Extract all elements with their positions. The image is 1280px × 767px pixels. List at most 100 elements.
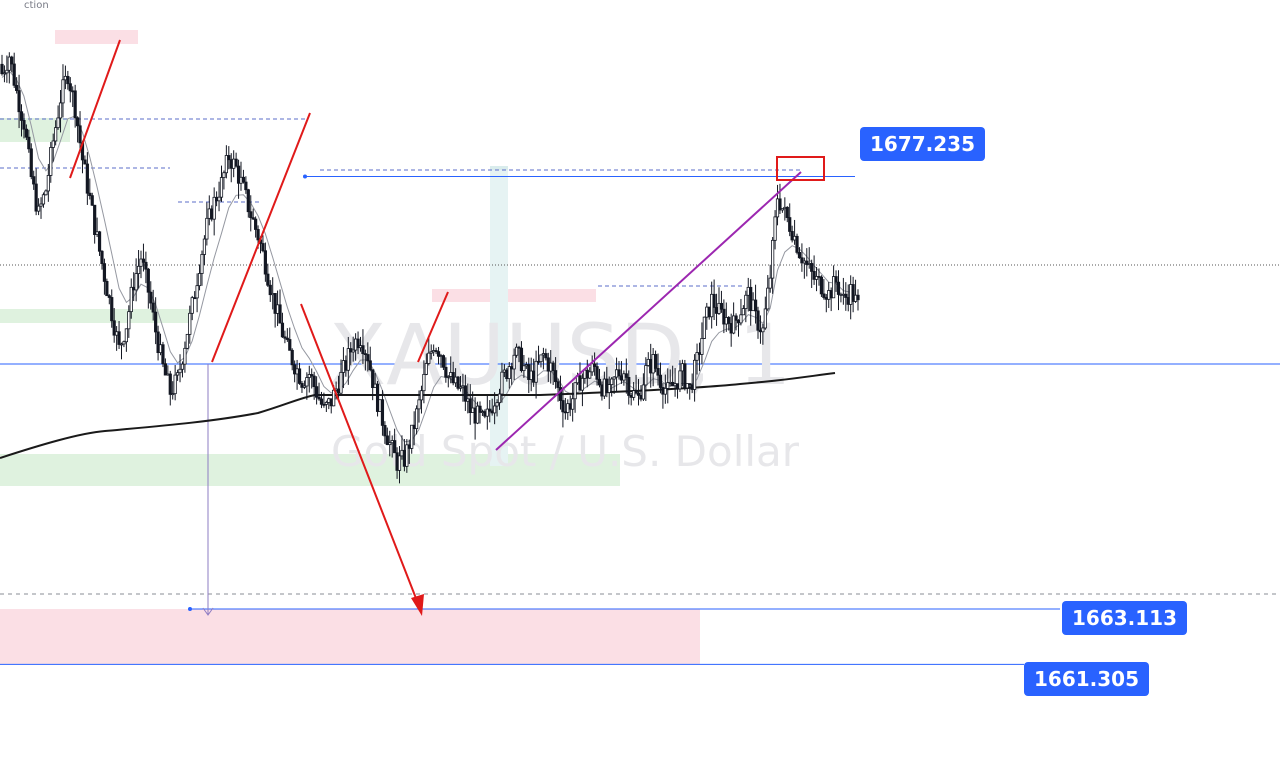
candle-body [812, 270, 816, 280]
candle-body [727, 317, 731, 324]
candle-body [183, 347, 187, 365]
candle-body [410, 424, 414, 449]
candle-body [222, 172, 226, 178]
candle-body [632, 390, 636, 398]
corner-label: ction [24, 0, 49, 11]
candle-body [78, 125, 82, 144]
candle-body [261, 243, 265, 252]
level-anchor-1677 [303, 174, 307, 179]
candle-body [324, 402, 328, 405]
candle-body [478, 405, 482, 413]
candle-body [251, 217, 255, 220]
impulse-line-1 [69, 39, 121, 179]
purple-trendline [495, 171, 802, 451]
candle-body [100, 250, 104, 265]
candle-body [422, 373, 426, 392]
level-lines-layer [0, 118, 1280, 665]
candle-body [256, 229, 260, 241]
candles-layer [0, 52, 860, 484]
candle-body [110, 297, 114, 322]
candle-body [168, 373, 172, 395]
candle-body [66, 75, 70, 85]
candle-body [280, 322, 285, 338]
price-label-1661[interactable]: 1661.305 [1024, 662, 1150, 696]
candle-body [766, 287, 770, 310]
candle-body [388, 442, 392, 446]
demand-zone-left-mid [0, 309, 190, 323]
drawings-layer[interactable] [69, 39, 825, 616]
candle-body [693, 359, 697, 390]
supply-zone-mid [432, 289, 596, 302]
candle-body [205, 217, 209, 240]
candle-body [119, 343, 124, 346]
moving-averages-layer [0, 70, 859, 459]
candle-body [429, 351, 433, 354]
price-label-1677[interactable]: 1677.235 [860, 127, 986, 161]
candle-body [227, 155, 231, 161]
candle-body [197, 273, 202, 287]
candle-body [134, 273, 138, 291]
candle-body [283, 336, 287, 339]
candle-body [544, 353, 548, 359]
price-label-1663[interactable]: 1663.113 [1062, 601, 1188, 635]
candle-body [317, 396, 321, 400]
impulse-line-2 [211, 112, 311, 363]
candle-body [797, 251, 802, 259]
candle-body [424, 363, 428, 375]
candle-body [51, 140, 55, 148]
candle-body [688, 383, 692, 386]
candle-body [551, 362, 555, 371]
candle-body [68, 83, 72, 92]
candle-body [202, 238, 207, 255]
candle-body [497, 393, 502, 404]
candle-body [590, 363, 594, 373]
candle-body [351, 349, 355, 353]
candle-body [32, 176, 36, 185]
candle-body [734, 315, 738, 321]
candle-body [475, 405, 480, 424]
candle-body [636, 392, 641, 396]
candle-body [41, 194, 46, 205]
candle-body [302, 385, 307, 388]
candle-body [819, 276, 824, 295]
candle-body [212, 196, 216, 220]
candle-body [151, 302, 155, 313]
highlight-band-cap [490, 166, 508, 170]
candle-body [732, 315, 736, 334]
candle-body [241, 176, 246, 183]
candle-body [149, 291, 153, 304]
candle-body [814, 276, 819, 280]
candle-body [595, 366, 599, 380]
candle-body [144, 261, 148, 270]
candle-body [107, 295, 111, 298]
candle-body [29, 148, 33, 178]
candle-body [573, 382, 577, 400]
candle-body [488, 408, 492, 412]
candle-body [644, 365, 648, 386]
candle-body [458, 386, 463, 389]
candle-body [417, 399, 421, 410]
candle-body [314, 386, 319, 398]
candle-body [844, 293, 848, 298]
candle-body [246, 189, 250, 213]
candle-body [93, 204, 97, 235]
candle-body [46, 175, 50, 192]
candle-body [305, 377, 309, 387]
candle-body [800, 257, 804, 264]
candle-body [339, 371, 343, 394]
candle-body [346, 348, 350, 371]
candle-body [851, 284, 855, 302]
candle-body [493, 405, 497, 414]
candle-body [122, 341, 126, 345]
candle-body [553, 370, 558, 383]
candle-body [788, 217, 792, 232]
candle-body [571, 398, 575, 410]
candle-body [832, 276, 836, 299]
candle-body [254, 218, 258, 230]
candle-body [580, 377, 585, 391]
candle-body [234, 158, 238, 167]
candle-body [427, 352, 431, 364]
supply-zone-top-left [55, 30, 138, 44]
candle-body [185, 333, 189, 349]
